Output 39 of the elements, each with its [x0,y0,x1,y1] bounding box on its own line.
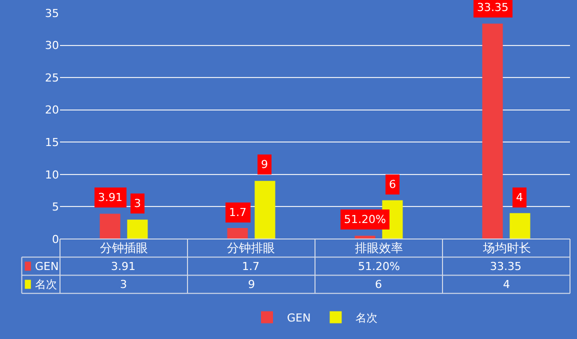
text: 3.91 [98,191,122,204]
x-tick-label: 分钟插眼 [100,241,148,255]
y-tick-label: 15 [45,136,59,149]
bar [482,24,503,239]
bar [127,220,148,239]
data-label: 1.7 [242,260,260,273]
x-tick-label: 排眼效率 [355,241,403,255]
text: 4 [516,191,523,204]
x-tick-label: 场均时长 [482,241,531,255]
bar [510,213,530,239]
data-label: 33.35 [490,260,522,273]
text: 1.7 [229,206,246,219]
data-label: 9 [248,278,255,291]
data-label: 3 [120,278,127,291]
data-label: 6 [375,278,382,291]
text: 名次 [35,278,57,291]
text: 6 [389,178,396,191]
data-label: 51.20% [358,260,400,273]
text: 9 [261,158,268,171]
bar [100,214,120,239]
data-label: 4 [503,278,510,291]
y-tick-label: 0 [52,232,59,246]
y-tick-label: 20 [45,104,59,117]
bar [227,228,248,239]
text: 3 [134,197,141,210]
y-tick-label: 35 [45,6,59,20]
text: 33.35 [477,1,508,14]
legend-label: GEN [35,260,59,273]
x-tick-label: 分钟排眼 [227,241,275,255]
text: GEN [287,311,311,324]
text: 51.20% [344,213,386,226]
y-tick-label: 10 [45,168,59,182]
bar [354,236,376,239]
bar [254,180,276,239]
y-tick-label: 5 [52,200,59,214]
y-tick-label: 30 [45,39,59,52]
y-tick-label: 25 [45,71,59,84]
data-label: 3.91 [111,260,136,273]
legend-label: 名次 [356,311,378,324]
